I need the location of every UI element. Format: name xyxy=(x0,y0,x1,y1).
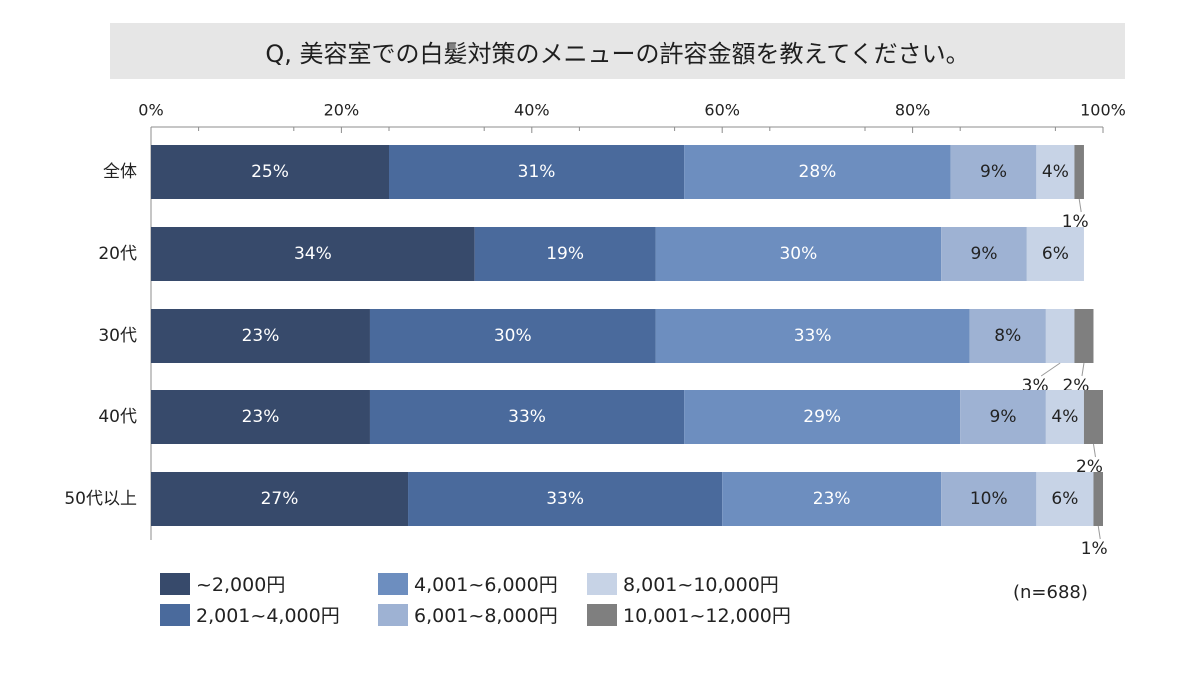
bar-segment xyxy=(408,472,723,526)
data-label: 28% xyxy=(799,162,837,182)
x-tick-label: 100% xyxy=(1080,101,1126,120)
legend-swatch xyxy=(587,603,617,626)
data-label: 8% xyxy=(994,326,1021,346)
bar-segment xyxy=(960,390,1046,444)
data-label: 27% xyxy=(261,489,299,509)
legend: ~2,000円 4,001~6,000円 8,001~10,000円 2,001~4,… xyxy=(160,570,860,630)
x-tick-label: 60% xyxy=(704,101,740,120)
leader-line xyxy=(1097,525,1101,540)
data-label: 33% xyxy=(546,489,584,509)
stacked-bar-chart: 0% 20% 40% 60% 80% 100% 全体 25% 31% 28% 9% 4% 1% 20代 34… xyxy=(64,101,1126,560)
bar-segment xyxy=(151,390,370,444)
legend-item: 4,001~6,000円 xyxy=(378,570,558,597)
sample-size-note: (n=688) xyxy=(1013,582,1088,603)
leader-line xyxy=(1040,362,1061,377)
bar-segment xyxy=(722,472,942,526)
x-tick-label: 20% xyxy=(324,101,360,120)
chart-title-text: Q, 美容室での白髪対策のメニューの許容金額を教えてください。 xyxy=(265,39,970,68)
data-label: 23% xyxy=(242,326,280,346)
bar-segment xyxy=(151,227,475,281)
bar-segment xyxy=(369,390,685,444)
data-label: 4% xyxy=(1042,162,1069,182)
legend-swatch xyxy=(160,572,190,595)
bar-segment xyxy=(151,472,409,526)
legend-item: 8,001~10,000円 xyxy=(587,570,779,597)
legend-label: 4,001~6,000円 xyxy=(414,574,558,596)
bar-segment xyxy=(1045,390,1084,444)
bar-segment xyxy=(1045,309,1075,363)
bar-segment xyxy=(655,227,942,281)
data-label: 29% xyxy=(803,407,841,427)
leader-line xyxy=(1078,198,1082,213)
bar-segment xyxy=(941,472,1037,526)
bar-segment xyxy=(655,309,970,363)
bar-segment xyxy=(1036,145,1075,199)
category-label: 40代 xyxy=(98,407,137,427)
legend-swatch xyxy=(378,603,408,626)
chart-title: Q, 美容室での白髪対策のメニューの許容金額を教えてください。 xyxy=(110,23,1125,79)
legend-item: 10,001~12,000円 xyxy=(587,601,791,628)
data-label: 30% xyxy=(494,326,532,346)
bar-segment xyxy=(151,309,370,363)
bar-segment xyxy=(969,309,1046,363)
bar-segment xyxy=(1093,472,1103,526)
data-label: 10% xyxy=(970,489,1008,509)
legend-label: ~2,000円 xyxy=(196,574,286,596)
bar-segment xyxy=(151,145,389,199)
data-label: 25% xyxy=(251,162,289,182)
bar-segment xyxy=(684,390,961,444)
data-label: 30% xyxy=(779,244,817,264)
data-label: 9% xyxy=(971,244,998,264)
bar-segment xyxy=(950,145,1037,199)
legend-item: 2,001~4,000円 xyxy=(160,601,340,628)
category-label: 全体 xyxy=(103,162,137,182)
data-label: 23% xyxy=(813,489,851,509)
category-label: 20代 xyxy=(98,244,137,264)
legend-swatch xyxy=(160,603,190,626)
legend-label: 6,001~8,000円 xyxy=(414,605,558,627)
bar-segment xyxy=(369,309,656,363)
data-label: 6% xyxy=(1051,489,1078,509)
x-tick-label: 0% xyxy=(138,101,163,120)
data-label: 31% xyxy=(518,162,556,182)
bar-segment xyxy=(941,227,1027,281)
bar-segment xyxy=(389,145,685,199)
data-label: 9% xyxy=(980,162,1007,182)
legend-item: ~2,000円 xyxy=(160,570,285,597)
leader-line xyxy=(1081,362,1085,377)
data-label: 33% xyxy=(508,407,546,427)
x-tick-label: 40% xyxy=(514,101,550,120)
legend-label: 10,001~12,000円 xyxy=(623,605,791,627)
data-label: 19% xyxy=(546,244,584,264)
legend-label: 8,001~10,000円 xyxy=(623,574,779,596)
data-label: 6% xyxy=(1042,244,1069,264)
bar-segment xyxy=(1036,472,1094,526)
bar-segment xyxy=(1074,145,1084,199)
leader-line xyxy=(1092,443,1096,458)
data-label: 4% xyxy=(1051,407,1078,427)
legend-swatch xyxy=(378,572,408,595)
bar-segment xyxy=(1083,390,1103,444)
bar-segment xyxy=(474,227,656,281)
legend-swatch xyxy=(587,572,617,595)
data-label: 1% xyxy=(1081,539,1108,559)
x-tick-label: 80% xyxy=(895,101,931,120)
data-label: 33% xyxy=(794,326,832,346)
bar-segment xyxy=(1026,227,1084,281)
category-label: 30代 xyxy=(98,326,137,346)
data-label: 34% xyxy=(294,244,332,264)
bar-segment xyxy=(1074,309,1094,363)
category-label: 50代以上 xyxy=(64,489,137,509)
legend-item: 6,001~8,000円 xyxy=(378,601,558,628)
data-label: 9% xyxy=(990,407,1017,427)
bar-segment xyxy=(684,145,951,199)
legend-label: 2,001~4,000円 xyxy=(196,605,340,627)
data-label: 23% xyxy=(242,407,280,427)
